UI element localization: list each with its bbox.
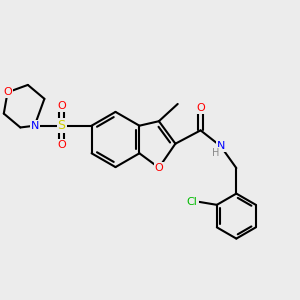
- Text: O: O: [3, 87, 12, 97]
- Text: S: S: [58, 119, 66, 132]
- Text: O: O: [57, 140, 66, 150]
- Text: H: H: [212, 148, 219, 158]
- Text: N: N: [30, 121, 39, 131]
- Text: N: N: [217, 141, 225, 151]
- Text: O: O: [196, 103, 205, 113]
- Text: Cl: Cl: [187, 197, 198, 207]
- Text: O: O: [154, 163, 163, 173]
- Text: O: O: [57, 101, 66, 111]
